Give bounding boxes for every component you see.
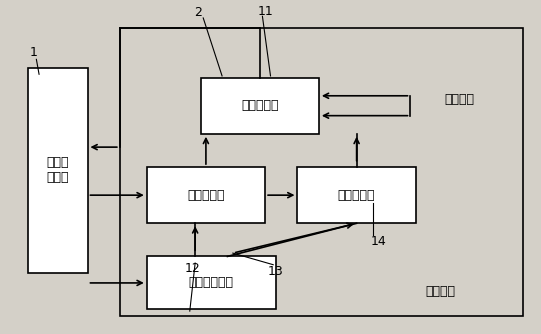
Bar bbox=[28, 67, 88, 273]
Bar bbox=[201, 77, 319, 134]
Text: 总线缓存器: 总线缓存器 bbox=[187, 189, 225, 202]
Text: 11: 11 bbox=[257, 5, 273, 18]
Text: 音源信号: 音源信号 bbox=[444, 93, 474, 106]
Bar bbox=[120, 28, 524, 316]
Text: 多路复用器: 多路复用器 bbox=[241, 99, 279, 112]
Text: 单片机
控制器: 单片机 控制器 bbox=[47, 156, 69, 184]
Bar bbox=[298, 167, 416, 223]
Text: 输出缓存器: 输出缓存器 bbox=[338, 189, 375, 202]
Text: 2: 2 bbox=[194, 6, 202, 19]
Text: 1: 1 bbox=[30, 46, 38, 59]
Text: 电平转换模块: 电平转换模块 bbox=[189, 277, 234, 290]
Text: 14: 14 bbox=[370, 235, 386, 248]
Bar bbox=[147, 257, 276, 309]
Text: 控制电路: 控制电路 bbox=[425, 285, 455, 298]
Text: 12: 12 bbox=[184, 262, 200, 275]
Text: 13: 13 bbox=[268, 265, 284, 278]
Bar bbox=[147, 167, 265, 223]
